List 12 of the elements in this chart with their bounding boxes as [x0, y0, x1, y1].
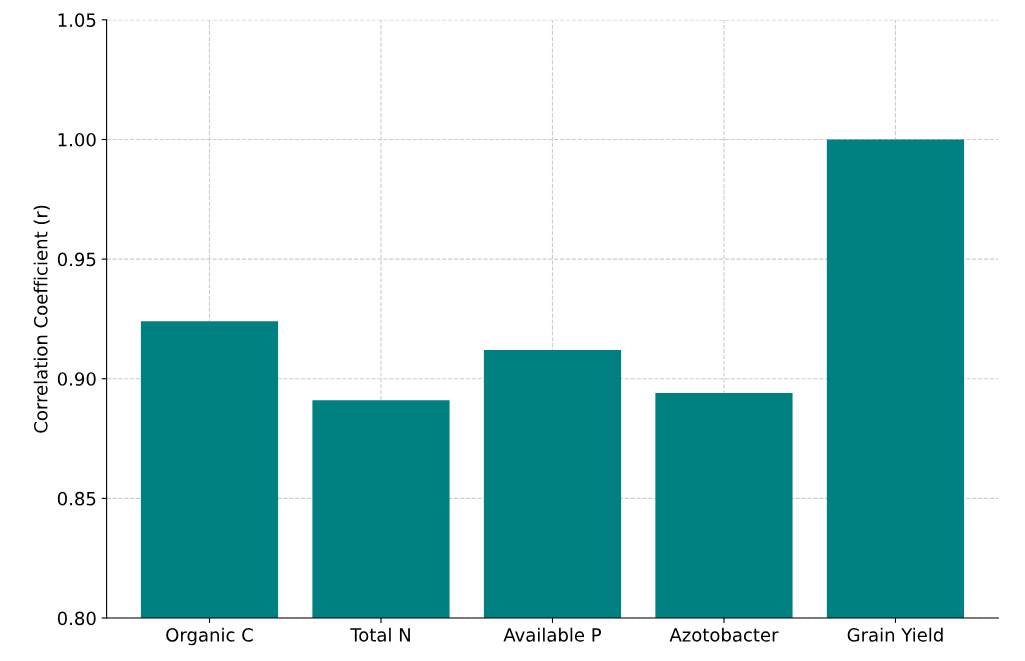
x-tick-label: Total N	[350, 627, 410, 642]
y-tick-label: 0.90	[57, 372, 96, 386]
x-tick-label: Available P	[503, 627, 602, 642]
x-tick-label: Organic C	[166, 627, 253, 646]
x-tick-label: Grain Yield	[847, 627, 943, 642]
x-tick-label: Azotobacter	[669, 627, 779, 642]
y-tick-label: 0.85	[57, 491, 96, 506]
y-tick-label: 1.00	[58, 132, 96, 147]
y-tick-label: 0.80	[57, 611, 96, 626]
y-tick-label: 0.95	[57, 252, 96, 267]
y-axis-title: Correlation Coefficient (r)	[33, 205, 50, 433]
y-tick-label: 1.05	[58, 13, 96, 27]
